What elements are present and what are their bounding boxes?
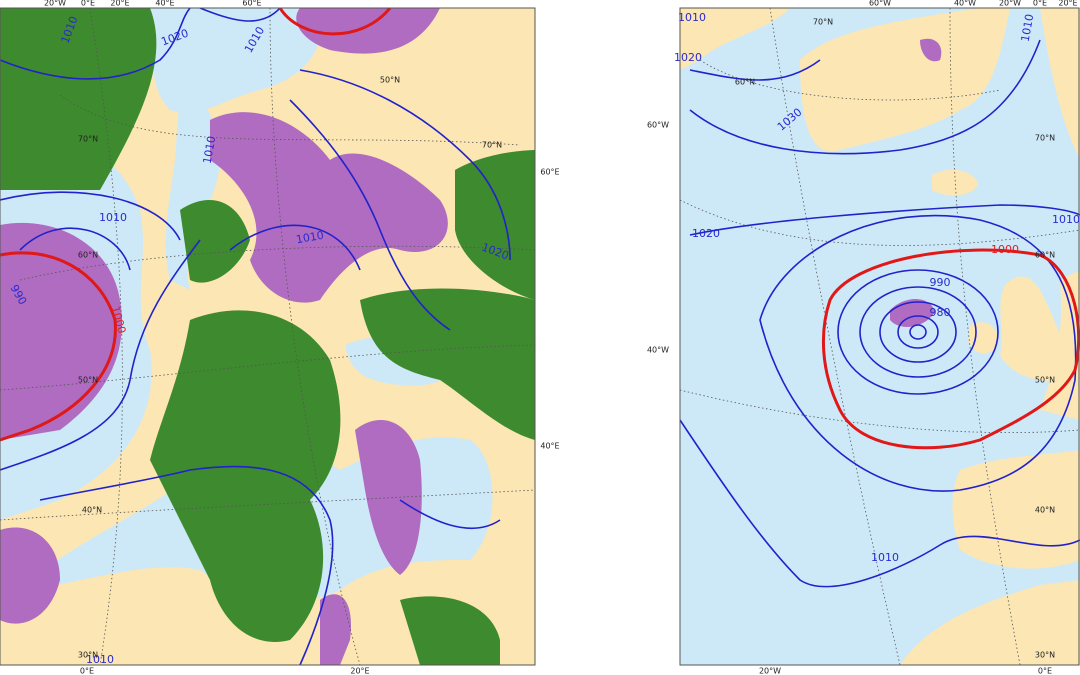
isobar-1000 [0, 8, 392, 442]
greenland [800, 8, 1010, 152]
precip-purple [210, 112, 448, 303]
graticule [0, 8, 535, 665]
precip-purple [296, 8, 440, 54]
isobar-label: 1020 [674, 51, 702, 64]
latitude-label: 50°N [1035, 376, 1055, 385]
latitude-label: 50°N [380, 76, 400, 85]
longitude-label: 60°E [242, 0, 261, 8]
isobar-label: 1010 [295, 229, 325, 247]
latitude-label: 30°N [78, 651, 98, 660]
latitude-label: 40°N [1035, 506, 1055, 515]
longitude-label: 0°E [80, 667, 94, 675]
longitude-label: 40°E [155, 0, 174, 8]
longitude-label: 0°E [1038, 667, 1052, 675]
iceland [932, 169, 978, 196]
isobar-label: 1010 [86, 653, 114, 666]
longitude-label: 40°E [540, 442, 559, 451]
precip-purple [320, 594, 351, 665]
latitude-label: 60°N [78, 251, 98, 260]
land [1040, 8, 1080, 160]
isobar-label: 1000 [991, 243, 1019, 256]
left-map [0, 8, 535, 665]
right-map [680, 8, 1080, 665]
left-frame [0, 7, 536, 666]
isobar [680, 39, 1080, 588]
latitude-label: 70°N [813, 18, 833, 27]
longitude-label: 60°W [869, 0, 891, 8]
longitude-label: 0°E [1033, 0, 1047, 8]
longitude-label: 20°W [759, 667, 781, 675]
longitude-label: 40°W [954, 0, 976, 8]
precip-purple [890, 298, 935, 327]
longitude-label: 60°E [540, 168, 559, 177]
precip-green [0, 8, 157, 190]
britain [1000, 276, 1067, 382]
isobar-label: 990 [930, 276, 951, 289]
latitude-label: 40°N [82, 506, 102, 515]
isobar-label: 980 [930, 306, 951, 319]
longitude-label: 20°W [44, 0, 66, 8]
latitude-label: 50°N [78, 376, 98, 385]
latitude-label: 30°N [1035, 651, 1055, 660]
precip-green [400, 596, 500, 665]
precip-green [455, 150, 535, 300]
precip-green [180, 200, 250, 283]
precip-purple [920, 38, 942, 62]
longitude-label: 60°W [647, 121, 669, 130]
longitude-label: 20°E [350, 667, 369, 675]
iberia [952, 450, 1080, 569]
isobar-label: 1010 [678, 11, 706, 24]
isobar-label: 1010 [201, 135, 219, 165]
latitude-label: 70°N [78, 135, 98, 144]
right-frame [679, 7, 1080, 666]
longitude-label: 0°E [81, 0, 95, 8]
isobar-label: 1010 [871, 551, 899, 564]
africa [900, 580, 1080, 665]
isobar [0, 8, 511, 665]
isobar-label: 1010 [99, 211, 127, 224]
longitude-label: 20°E [1058, 0, 1077, 8]
precip-green [360, 288, 535, 440]
latitude-label: 70°N [1035, 134, 1055, 143]
isobar-label: 1020 [692, 227, 720, 240]
precip-purple [0, 222, 122, 440]
graticule [680, 8, 1080, 665]
longitude-label: 20°E [110, 0, 129, 8]
latitude-label: 70°N [482, 141, 502, 150]
land [680, 8, 790, 70]
arctic-sea [150, 8, 322, 113]
isobar [859, 286, 977, 378]
latitude-label: 60°N [1035, 251, 1055, 260]
precip-green [150, 310, 341, 642]
isobar [879, 301, 957, 363]
longitude-label: 20°W [999, 0, 1021, 8]
isobar-label: 1010 [1052, 213, 1080, 226]
precip-purple [0, 527, 60, 624]
isobar-1000 [822, 248, 1080, 450]
isobar-label: 1010 [1019, 13, 1037, 43]
isobar [909, 324, 927, 340]
longitude-label: 40°W [647, 346, 669, 355]
isobar-990 [837, 269, 999, 395]
isobar [897, 315, 939, 349]
latitude-label: 60°N [735, 78, 755, 87]
